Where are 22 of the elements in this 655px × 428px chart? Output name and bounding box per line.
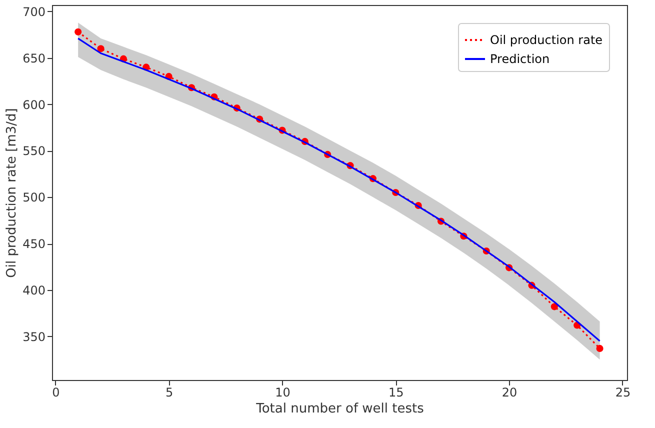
- x-tick-label: 10: [275, 386, 290, 400]
- y-tick-label: 700: [22, 5, 46, 19]
- point: [74, 28, 82, 36]
- y-tick-label: 550: [22, 144, 46, 158]
- y-tick-label: 450: [22, 237, 46, 252]
- legend-label: Prediction: [490, 52, 550, 66]
- x-tick-label: 25: [615, 386, 631, 400]
- x-tick-label: 5: [165, 386, 174, 400]
- point: [596, 344, 604, 352]
- y-tick-label: 500: [22, 190, 46, 205]
- x-tick-label: 20: [502, 386, 518, 400]
- y-tick-label: 600: [22, 98, 46, 112]
- point: [550, 303, 558, 310]
- point: [97, 45, 104, 52]
- y-axis-title: Oil production rate [m3/d]: [4, 108, 20, 278]
- x-axis-title: Total number of well tests: [255, 402, 424, 416]
- x-tick-label: 0: [52, 386, 60, 400]
- y-tick-label: 350: [22, 330, 46, 344]
- y-tick-label: 650: [22, 51, 46, 66]
- y-tick-label: 400: [22, 283, 46, 298]
- legend-label: Oil production rate: [490, 33, 603, 47]
- x-tick-label: 15: [388, 386, 404, 400]
